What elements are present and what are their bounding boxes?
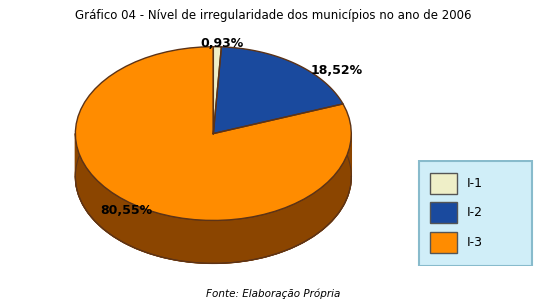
Text: 0,93%: 0,93%: [200, 37, 243, 50]
Text: 18,52%: 18,52%: [311, 64, 363, 77]
Polygon shape: [213, 47, 343, 133]
Text: I-1: I-1: [466, 177, 482, 190]
FancyBboxPatch shape: [430, 202, 457, 223]
FancyBboxPatch shape: [430, 232, 457, 253]
Text: Gráfico 04 - Nível de irregularidade dos municípios no ano de 2006: Gráfico 04 - Nível de irregularidade dos…: [75, 9, 472, 22]
FancyBboxPatch shape: [430, 173, 457, 194]
Polygon shape: [213, 47, 222, 133]
Polygon shape: [75, 47, 351, 220]
FancyBboxPatch shape: [420, 161, 532, 266]
Text: I-2: I-2: [466, 206, 482, 220]
Text: I-3: I-3: [466, 236, 482, 249]
Polygon shape: [75, 90, 351, 263]
Text: Fonte: Elaboração Própria: Fonte: Elaboração Própria: [206, 288, 341, 299]
Text: 80,55%: 80,55%: [101, 204, 153, 217]
Polygon shape: [75, 133, 351, 263]
